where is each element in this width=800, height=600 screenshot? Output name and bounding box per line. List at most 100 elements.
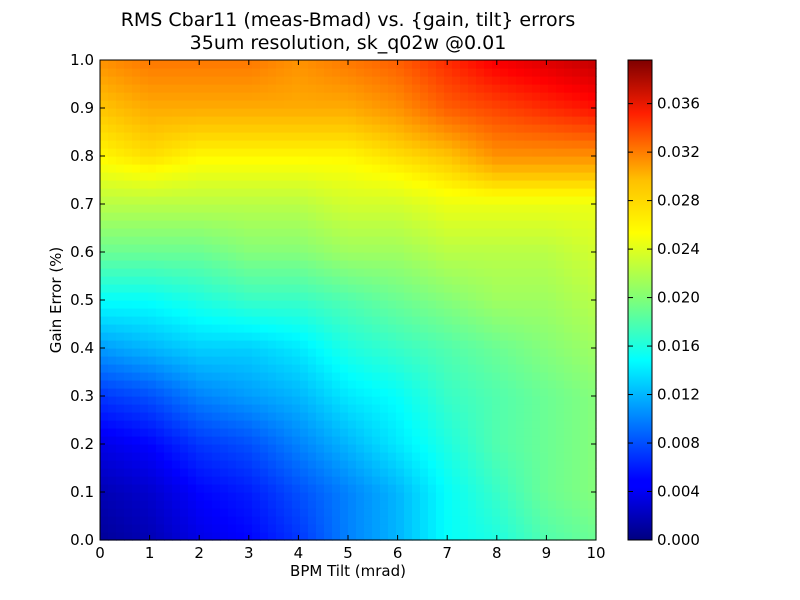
heatmap-cell	[124, 476, 133, 485]
heatmap-cell	[324, 388, 333, 397]
heatmap-cell	[284, 420, 293, 429]
heatmap-cell	[244, 516, 253, 525]
heatmap-cell	[172, 452, 181, 461]
heatmap-cell	[556, 212, 565, 221]
heatmap-cell	[276, 172, 285, 181]
heatmap-cell	[452, 268, 461, 277]
heatmap-cell	[444, 364, 453, 373]
heatmap-cell	[564, 84, 573, 93]
heatmap-cell	[204, 412, 213, 421]
heatmap-cell	[428, 532, 437, 541]
heatmap-cell	[444, 292, 453, 301]
heatmap-cell	[132, 476, 141, 485]
heatmap-cell	[148, 292, 157, 301]
heatmap-cell	[524, 292, 533, 301]
heatmap-cell	[292, 372, 301, 381]
heatmap-cell	[132, 76, 141, 85]
heatmap-cell	[484, 468, 493, 477]
heatmap-cell	[276, 244, 285, 253]
heatmap-cell	[140, 388, 149, 397]
heatmap-cell	[108, 92, 117, 101]
heatmap-cell	[460, 76, 469, 85]
heatmap-cell	[132, 68, 141, 77]
heatmap-cell	[100, 492, 109, 501]
heatmap-cell	[188, 116, 197, 125]
heatmap-cell	[444, 212, 453, 221]
heatmap-cell	[412, 356, 421, 365]
heatmap-cell	[324, 60, 333, 69]
heatmap-cell	[268, 188, 277, 197]
heatmap-cell	[108, 388, 117, 397]
heatmap-cell	[372, 372, 381, 381]
heatmap-cell	[108, 76, 117, 85]
heatmap-cell	[348, 460, 357, 469]
heatmap-cell	[412, 452, 421, 461]
heatmap-cell	[500, 252, 509, 261]
heatmap-cell	[396, 300, 405, 309]
heatmap-cell	[380, 420, 389, 429]
heatmap-cell	[332, 364, 341, 373]
heatmap-cell	[116, 180, 125, 189]
heatmap-cell	[508, 60, 517, 69]
heatmap-cell	[268, 156, 277, 165]
heatmap-cell	[404, 156, 413, 165]
heatmap-cell	[164, 124, 173, 133]
heatmap-cell	[180, 108, 189, 117]
heatmap-cell	[316, 516, 325, 525]
heatmap-cell	[428, 60, 437, 69]
heatmap-cell	[340, 340, 349, 349]
heatmap-cell	[244, 244, 253, 253]
heatmap-cell	[236, 460, 245, 469]
heatmap-cell	[196, 444, 205, 453]
heatmap-cell	[436, 364, 445, 373]
heatmap-cell	[428, 364, 437, 373]
heatmap-cell	[348, 300, 357, 309]
heatmap-cell	[172, 532, 181, 541]
heatmap-cell	[404, 396, 413, 405]
heatmap-cell	[148, 220, 157, 229]
heatmap-cell	[372, 244, 381, 253]
heatmap-cell	[364, 140, 373, 149]
heatmap-cell	[524, 100, 533, 109]
heatmap-cell	[252, 444, 261, 453]
heatmap-cell	[212, 492, 221, 501]
heatmap-cell	[228, 84, 237, 93]
heatmap-cell	[268, 108, 277, 117]
heatmap-cell	[580, 60, 589, 69]
heatmap-cell	[100, 76, 109, 85]
heatmap-cell	[172, 308, 181, 317]
heatmap-cell	[468, 140, 477, 149]
heatmap-cell	[116, 484, 125, 493]
heatmap-cell	[452, 388, 461, 397]
heatmap-cell	[140, 508, 149, 517]
heatmap-cell	[156, 452, 165, 461]
heatmap-cell	[572, 420, 581, 429]
heatmap-cell	[244, 420, 253, 429]
heatmap-cell	[156, 164, 165, 173]
heatmap-cell	[420, 292, 429, 301]
heatmap-cell	[524, 404, 533, 413]
heatmap-cell	[516, 180, 525, 189]
heatmap-cell	[284, 276, 293, 285]
heatmap-cell	[564, 340, 573, 349]
heatmap-cell	[300, 316, 309, 325]
heatmap-cell	[324, 236, 333, 245]
heatmap-cell	[476, 60, 485, 69]
heatmap-cell	[508, 172, 517, 181]
heatmap-cell	[284, 444, 293, 453]
heatmap-cell	[380, 252, 389, 261]
heatmap-cell	[244, 396, 253, 405]
heatmap-cell	[508, 468, 517, 477]
heatmap-cell	[332, 140, 341, 149]
heatmap-cell	[108, 132, 117, 141]
heatmap-cell	[116, 428, 125, 437]
heatmap-cell	[340, 364, 349, 373]
heatmap-cell	[492, 268, 501, 277]
heatmap-cell	[564, 492, 573, 501]
heatmap-cell	[212, 524, 221, 533]
heatmap-cell	[164, 372, 173, 381]
heatmap-cell	[580, 172, 589, 181]
heatmap-cell	[140, 292, 149, 301]
heatmap-cell	[100, 212, 109, 221]
heatmap-cell	[548, 420, 557, 429]
